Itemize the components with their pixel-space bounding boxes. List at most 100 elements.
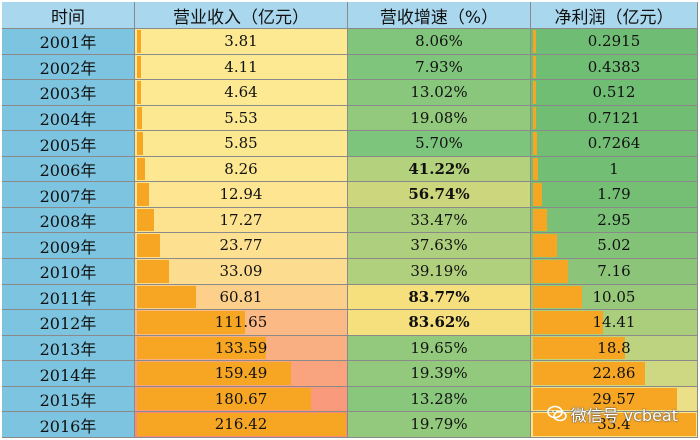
growth-cell-value: 37.63% [410,236,468,255]
profit-cell-value: 0.7264 [587,134,641,153]
profit-cell: 10.05 [531,284,698,311]
profit-cell: 5.02 [531,233,698,260]
year-cell: 2015年 [2,386,135,413]
growth-cell: 83.62% [348,310,531,336]
revenue-cell: 17.27 [135,207,348,234]
table-row: 2009年 23.77 37.63% 5.02 [2,233,698,260]
data-bar [533,260,568,283]
data-bar [533,208,548,232]
data-bar [533,30,536,53]
header-row: 时间 营业收入（亿元） 营收增速（%） 净利润（亿元） [2,2,698,29]
data-bar [137,81,142,104]
data-bar [533,413,696,436]
table-row: 2007年 12.94 56.74% 1.79 [2,182,698,208]
revenue-cell: 12.94 [135,182,348,208]
revenue-cell: 4.64 [135,80,348,106]
growth-cell: 19.08% [348,105,531,132]
growth-cell-value: 8.06% [415,32,463,50]
profit-cell: 0.512 [531,80,698,106]
growth-cell-value: 83.62% [408,313,470,332]
revenue-cell-value: 60.81 [219,287,263,306]
growth-cell: 13.28% [348,386,531,413]
revenue-cell: 60.81 [135,284,348,311]
growth-cell: 56.74% [348,182,531,208]
growth-cell-value: 56.74% [408,185,470,204]
table-row: 2006年 8.26 41.22% 1 [2,156,698,183]
revenue-cell-value: 5.53 [224,108,258,127]
profit-cell-value: 0.512 [592,83,636,102]
revenue-cell-value: 216.42 [214,415,268,434]
growth-cell-value: 5.70% [415,134,463,153]
table-row: 2001年 3.81 8.06% 0.2915 [2,29,698,55]
year-cell: 2002年 [2,54,135,81]
data-bar [533,157,538,181]
growth-cell-value: 41.22% [408,159,470,178]
profit-cell-value: 33.4 [597,415,631,434]
revenue-cell-value: 5.85 [224,134,258,153]
profit-cell-value: 22.86 [592,364,636,383]
data-bar [137,336,266,360]
profit-cell-value: 29.57 [592,389,636,408]
profit-cell: 0.4383 [531,54,698,81]
profit-cell-value: 2.95 [597,210,631,229]
year-cell: 2007年 [2,182,135,208]
table-row: 2010年 33.09 39.19% 7.16 [2,259,698,285]
growth-cell: 19.79% [348,412,531,438]
profit-cell-value: 0.4383 [587,57,641,76]
profit-cell-value: 18.8 [597,338,631,357]
wechat-watermark: 微信号 vcbeat [546,402,678,426]
header-growth: 营收增速（%） [348,2,531,29]
profit-cell: 1.79 [531,182,698,208]
data-bar [137,311,245,334]
year-cell: 2006年 [2,156,135,183]
revenue-cell-value: 180.67 [214,389,268,408]
table-row: 2015年 180.67 13.28% 29.57 [2,386,698,413]
revenue-cell: 8.26 [135,156,348,183]
revenue-cell: 216.42 [135,412,348,438]
data-bar [137,387,312,411]
data-bar [137,285,196,309]
revenue-cell: 5.85 [135,131,348,157]
watermark-text: 微信号 vcbeat [570,406,678,425]
data-bar [137,183,150,206]
table-row: 2013年 133.59 19.65% 18.8 [2,335,698,362]
revenue-cell: 111.65 [135,310,348,336]
profit-cell: 0.2915 [531,29,698,55]
growth-cell: 5.70% [348,131,531,157]
data-bar [533,183,542,206]
revenue-cell-value: 23.77 [219,236,263,255]
data-bar [533,387,678,411]
table-row: 2008年 17.27 33.47% 2.95 [2,207,698,234]
revenue-cell-value: 159.49 [214,364,268,383]
growth-cell: 41.22% [348,156,531,183]
revenue-cell: 3.81 [135,29,348,55]
growth-cell-value: 33.47% [410,210,468,229]
profit-cell: 0.7121 [531,105,698,132]
header-time: 时间 [2,2,135,29]
data-bar [137,208,154,232]
data-bar [137,30,141,53]
growth-cell: 33.47% [348,207,531,234]
year-cell: 2011年 [2,284,135,311]
growth-cell: 8.06% [348,29,531,55]
profit-cell: 2.95 [531,207,698,234]
growth-cell-value: 13.28% [410,389,468,408]
data-bar [137,413,346,436]
year-cell: 2001年 [2,29,135,55]
data-bar [137,55,141,79]
profit-cell-value: 5.02 [597,236,631,255]
revenue-cell: 4.11 [135,54,348,81]
data-bar [137,234,160,258]
year-cell: 2016年 [2,412,135,438]
year-cell: 2005年 [2,131,135,157]
profit-cell: 7.16 [531,259,698,285]
growth-cell-value: 7.93% [415,57,463,76]
profit-cell: 0.7264 [531,131,698,157]
wechat-logo-icon [546,405,567,422]
data-bar [533,311,604,334]
revenue-cell-value: 133.59 [214,338,268,357]
profit-cell: 1 [531,156,698,183]
revenue-cell-value: 8.26 [224,159,258,178]
table-row: 2012年 111.65 83.62% 14.41 [2,310,698,336]
